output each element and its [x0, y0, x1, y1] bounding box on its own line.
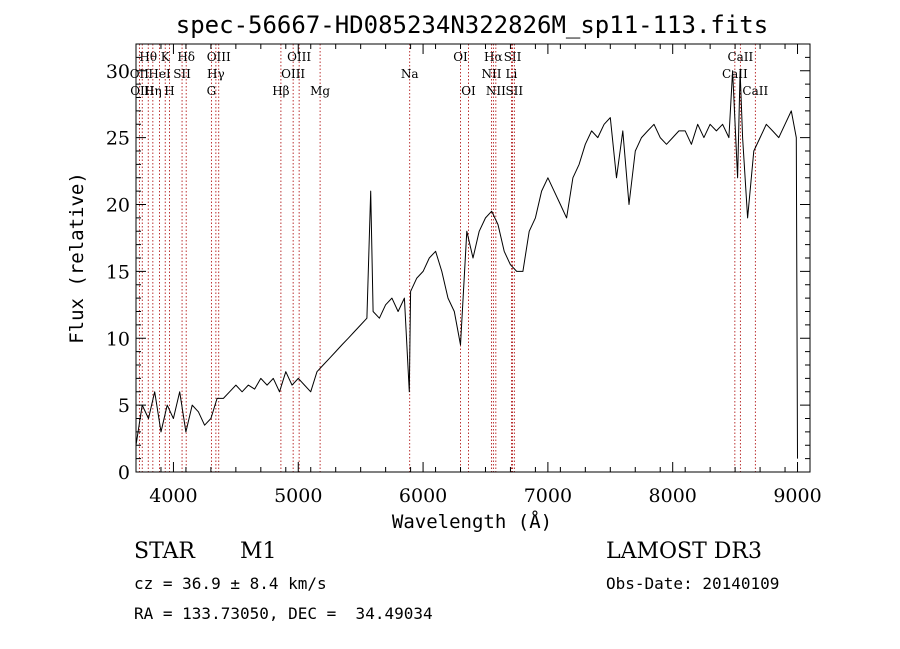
spectral-line-label: SII — [173, 67, 191, 81]
y-tick-label: 20 — [106, 195, 130, 217]
x-axis: 4000 5000 6000 7000 8000 9000 — [135, 44, 822, 507]
spectral-line-label: OI — [461, 84, 476, 98]
x-tick-label: 5000 — [274, 485, 322, 507]
spectral-line-label: H — [164, 84, 174, 98]
x-tick-label: 8000 — [649, 485, 697, 507]
y-tick-label: 10 — [106, 328, 130, 350]
y-tick-label: 25 — [106, 128, 130, 150]
spectrum-line — [135, 70, 798, 459]
spectral-line-label: NII — [481, 67, 501, 81]
spectral-line-label: Hδ — [177, 50, 195, 64]
y-axis: 0 5 10 15 20 25 30 — [106, 43, 810, 484]
x-axis-title: Wavelength (Å) — [392, 510, 552, 533]
coordinates-readout: RA = 133.73050, DEC = 34.49034 — [134, 604, 433, 623]
survey-name: LAMOST DR3 — [606, 539, 762, 564]
spectral-line-label: CaII — [727, 50, 753, 64]
object-class: STAR — [134, 539, 195, 564]
spectral-line-label: Mg — [310, 84, 330, 98]
spectral-line-label: K — [161, 50, 171, 64]
y-tick-label: 30 — [106, 61, 130, 83]
x-tick-label: 6000 — [399, 485, 447, 507]
spectral-line-label: Li — [506, 67, 518, 81]
spectral-line-label: Hβ — [272, 84, 289, 98]
spectral-line-label: Na — [401, 67, 419, 81]
x-tick-label: 9000 — [773, 485, 821, 507]
spectral-line-label: CaII — [742, 84, 768, 98]
spectral-line-label: OIII — [287, 50, 311, 64]
redshift-readout: cz = 36.9 ± 8.4 km/s — [134, 574, 327, 593]
spectral-line-label: SII — [504, 50, 522, 64]
spectral-line-label: SII — [505, 84, 523, 98]
x-tick-label: 7000 — [524, 485, 572, 507]
chart-title: spec-56667-HD085234N322826M_sp11-113.fit… — [176, 11, 768, 39]
observation-date: Obs-Date: 20140109 — [606, 574, 780, 593]
spectral-line-label: Hθ — [139, 50, 157, 64]
spectral-line-label: Hη — [144, 84, 162, 98]
spectral-line-label: G — [207, 84, 217, 98]
spectral-line-label: Hα — [484, 50, 503, 64]
y-tick-label: 15 — [106, 261, 130, 283]
spectral-line-label: OIII — [281, 67, 305, 81]
spectral-line-label: OI — [453, 50, 468, 64]
spectral-line-label: NII — [486, 84, 506, 98]
object-subclass: M1 — [240, 539, 277, 564]
x-tick-label: 4000 — [149, 485, 197, 507]
spectral-line-label: CaII — [722, 67, 748, 81]
spectral-line-label: Hγ — [207, 67, 225, 81]
y-axis-title: Flux (relative) — [66, 172, 88, 344]
y-tick-label: 0 — [118, 462, 130, 484]
spectral-line-label: OIII — [207, 50, 231, 64]
spectral-line-label: OII — [130, 67, 150, 81]
spectrum-series — [135, 70, 798, 459]
spectral-line-label: HeI — [148, 67, 171, 81]
y-tick-label: 5 — [118, 395, 130, 417]
